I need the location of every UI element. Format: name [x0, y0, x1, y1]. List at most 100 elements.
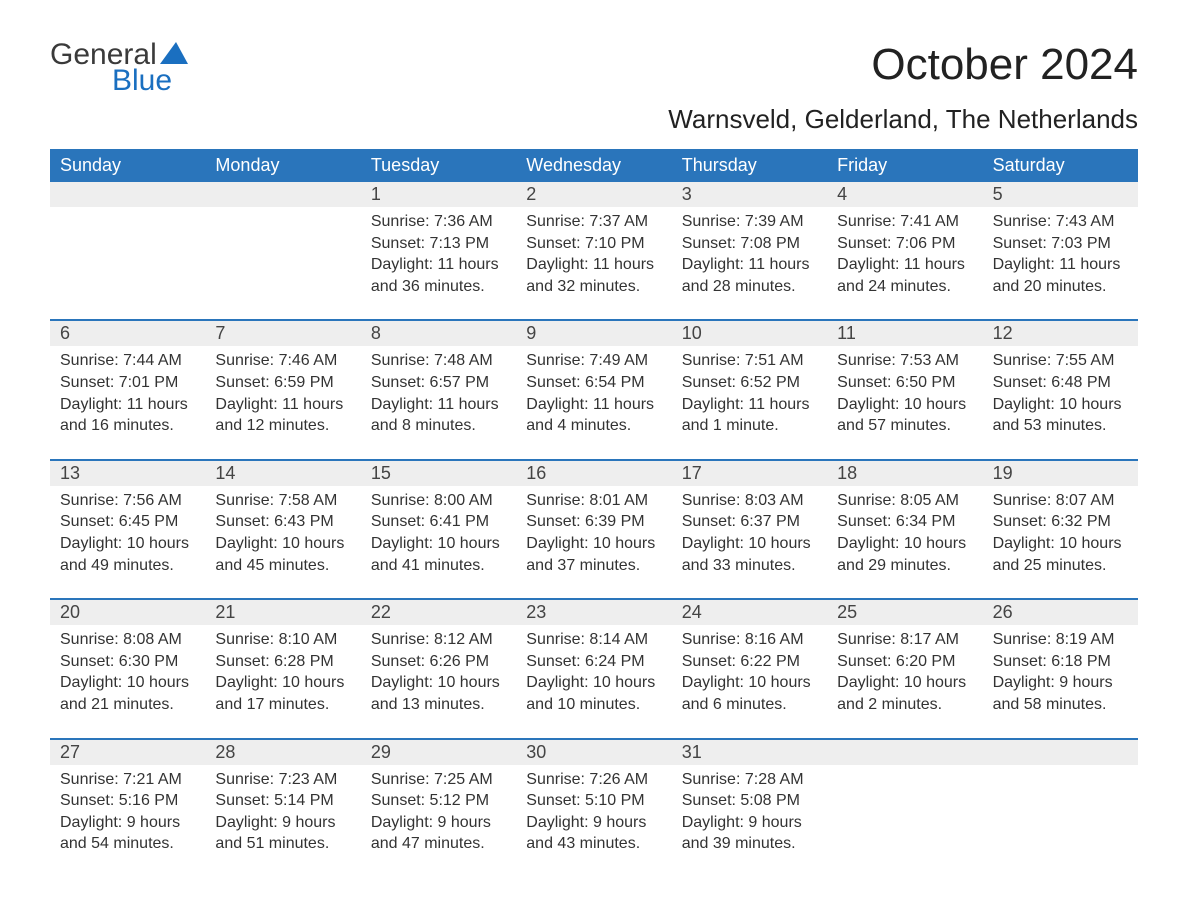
sunrise-line: Sunrise: 7:23 AM — [215, 769, 350, 791]
day-number: 6 — [50, 321, 205, 346]
day-number: 18 — [827, 461, 982, 486]
sunset-line: Sunset: 6:37 PM — [682, 511, 817, 533]
day-number: 22 — [361, 600, 516, 625]
daylight-line: Daylight: 10 hours and 33 minutes. — [682, 533, 817, 576]
daylight-line: Daylight: 11 hours and 16 minutes. — [60, 394, 195, 437]
daylight-line: Daylight: 10 hours and 57 minutes. — [837, 394, 972, 437]
sunset-line: Sunset: 7:03 PM — [993, 233, 1128, 255]
day-cell: Sunrise: 7:28 AMSunset: 5:08 PMDaylight:… — [672, 765, 827, 863]
day-number: 20 — [50, 600, 205, 625]
day-number: 4 — [827, 182, 982, 207]
day-cell: Sunrise: 8:05 AMSunset: 6:34 PMDaylight:… — [827, 486, 982, 584]
weekday-cell: Wednesday — [516, 149, 671, 182]
day-number: 7 — [205, 321, 360, 346]
sunrise-line: Sunrise: 7:26 AM — [526, 769, 661, 791]
sunset-line: Sunset: 6:28 PM — [215, 651, 350, 673]
sunrise-line: Sunrise: 7:51 AM — [682, 350, 817, 372]
sunrise-line: Sunrise: 8:12 AM — [371, 629, 506, 651]
sunset-line: Sunset: 6:34 PM — [837, 511, 972, 533]
daylight-line: Daylight: 11 hours and 8 minutes. — [371, 394, 506, 437]
sunset-line: Sunset: 6:22 PM — [682, 651, 817, 673]
sunrise-line: Sunrise: 8:05 AM — [837, 490, 972, 512]
daynum-strip: 12345 — [50, 182, 1138, 207]
logo-word2: Blue — [112, 66, 188, 96]
daylight-line: Daylight: 11 hours and 4 minutes. — [526, 394, 661, 437]
day-cell: Sunrise: 7:26 AMSunset: 5:10 PMDaylight:… — [516, 765, 671, 863]
day-number — [983, 740, 1138, 765]
day-cell: Sunrise: 7:36 AMSunset: 7:13 PMDaylight:… — [361, 207, 516, 305]
week-row: 13141516171819Sunrise: 7:56 AMSunset: 6:… — [50, 459, 1138, 584]
sunrise-line: Sunrise: 7:48 AM — [371, 350, 506, 372]
day-number: 31 — [672, 740, 827, 765]
sunset-line: Sunset: 6:41 PM — [371, 511, 506, 533]
sunrise-line: Sunrise: 8:10 AM — [215, 629, 350, 651]
day-number — [205, 182, 360, 207]
day-number: 1 — [361, 182, 516, 207]
sunset-line: Sunset: 7:01 PM — [60, 372, 195, 394]
sunset-line: Sunset: 6:54 PM — [526, 372, 661, 394]
sunrise-line: Sunrise: 7:39 AM — [682, 211, 817, 233]
month-title: October 2024 — [668, 40, 1138, 90]
sunrise-line: Sunrise: 8:19 AM — [993, 629, 1128, 651]
sunrise-line: Sunrise: 7:46 AM — [215, 350, 350, 372]
day-cell: Sunrise: 7:43 AMSunset: 7:03 PMDaylight:… — [983, 207, 1138, 305]
day-cell: Sunrise: 8:01 AMSunset: 6:39 PMDaylight:… — [516, 486, 671, 584]
day-number: 25 — [827, 600, 982, 625]
day-cell: Sunrise: 7:49 AMSunset: 6:54 PMDaylight:… — [516, 346, 671, 444]
day-number — [827, 740, 982, 765]
daylight-line: Daylight: 10 hours and 29 minutes. — [837, 533, 972, 576]
day-number: 26 — [983, 600, 1138, 625]
week-row: 12345Sunrise: 7:36 AMSunset: 7:13 PMDayl… — [50, 182, 1138, 305]
day-cell — [827, 765, 982, 863]
daylight-line: Daylight: 10 hours and 17 minutes. — [215, 672, 350, 715]
daylight-line: Daylight: 10 hours and 41 minutes. — [371, 533, 506, 576]
sunset-line: Sunset: 6:30 PM — [60, 651, 195, 673]
day-cell: Sunrise: 8:12 AMSunset: 6:26 PMDaylight:… — [361, 625, 516, 723]
daylight-line: Daylight: 10 hours and 37 minutes. — [526, 533, 661, 576]
day-number: 15 — [361, 461, 516, 486]
day-number: 12 — [983, 321, 1138, 346]
sunset-line: Sunset: 6:52 PM — [682, 372, 817, 394]
sunset-line: Sunset: 6:20 PM — [837, 651, 972, 673]
day-cell: Sunrise: 8:03 AMSunset: 6:37 PMDaylight:… — [672, 486, 827, 584]
daylight-line: Daylight: 11 hours and 12 minutes. — [215, 394, 350, 437]
day-cell: Sunrise: 8:08 AMSunset: 6:30 PMDaylight:… — [50, 625, 205, 723]
daylight-line: Daylight: 9 hours and 39 minutes. — [682, 812, 817, 855]
sunrise-line: Sunrise: 7:25 AM — [371, 769, 506, 791]
daylight-line: Daylight: 11 hours and 20 minutes. — [993, 254, 1128, 297]
day-cell — [205, 207, 360, 305]
daylight-line: Daylight: 9 hours and 58 minutes. — [993, 672, 1128, 715]
sunset-line: Sunset: 6:59 PM — [215, 372, 350, 394]
day-cell: Sunrise: 8:07 AMSunset: 6:32 PMDaylight:… — [983, 486, 1138, 584]
sunrise-line: Sunrise: 8:08 AM — [60, 629, 195, 651]
day-cell: Sunrise: 7:51 AMSunset: 6:52 PMDaylight:… — [672, 346, 827, 444]
location-line: Warnsveld, Gelderland, The Netherlands — [668, 104, 1138, 135]
daynum-strip: 20212223242526 — [50, 600, 1138, 625]
sunset-line: Sunset: 5:10 PM — [526, 790, 661, 812]
sunrise-line: Sunrise: 8:16 AM — [682, 629, 817, 651]
sunset-line: Sunset: 6:43 PM — [215, 511, 350, 533]
sunrise-line: Sunrise: 7:28 AM — [682, 769, 817, 791]
sunset-line: Sunset: 7:10 PM — [526, 233, 661, 255]
daylight-line: Daylight: 11 hours and 32 minutes. — [526, 254, 661, 297]
day-cell: Sunrise: 7:37 AMSunset: 7:10 PMDaylight:… — [516, 207, 671, 305]
day-cell: Sunrise: 7:56 AMSunset: 6:45 PMDaylight:… — [50, 486, 205, 584]
daylight-line: Daylight: 10 hours and 13 minutes. — [371, 672, 506, 715]
sunrise-line: Sunrise: 7:43 AM — [993, 211, 1128, 233]
day-number: 2 — [516, 182, 671, 207]
sunrise-line: Sunrise: 8:07 AM — [993, 490, 1128, 512]
day-cell: Sunrise: 7:48 AMSunset: 6:57 PMDaylight:… — [361, 346, 516, 444]
sunset-line: Sunset: 6:32 PM — [993, 511, 1128, 533]
day-cell — [983, 765, 1138, 863]
weekday-header-row: Sunday Monday Tuesday Wednesday Thursday… — [50, 149, 1138, 182]
sunrise-line: Sunrise: 7:53 AM — [837, 350, 972, 372]
day-number: 13 — [50, 461, 205, 486]
sunrise-line: Sunrise: 7:55 AM — [993, 350, 1128, 372]
daylight-line: Daylight: 11 hours and 36 minutes. — [371, 254, 506, 297]
sunset-line: Sunset: 6:26 PM — [371, 651, 506, 673]
day-number: 30 — [516, 740, 671, 765]
day-cell: Sunrise: 8:10 AMSunset: 6:28 PMDaylight:… — [205, 625, 360, 723]
day-cell: Sunrise: 8:17 AMSunset: 6:20 PMDaylight:… — [827, 625, 982, 723]
daynum-strip: 2728293031 — [50, 740, 1138, 765]
day-number: 9 — [516, 321, 671, 346]
